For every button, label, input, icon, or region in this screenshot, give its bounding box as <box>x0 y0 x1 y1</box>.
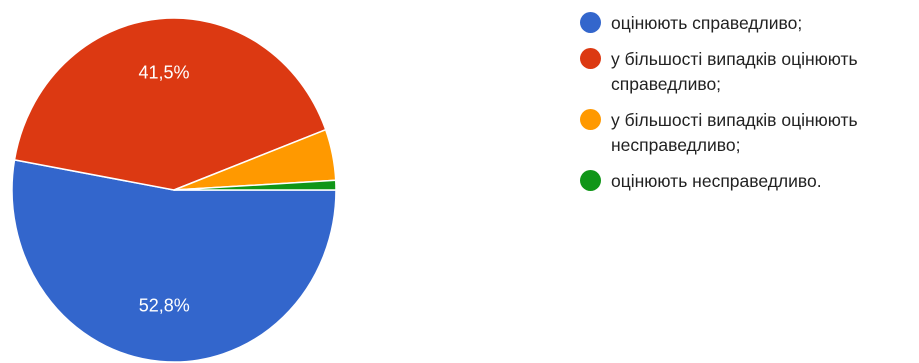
pie-slice <box>11 159 337 363</box>
legend-label: у більшості випадків оцінюють несправедл… <box>611 110 858 155</box>
legend-item: у більшості випадків оцінюють несправедл… <box>580 108 916 158</box>
pie-slice <box>173 179 337 191</box>
legend-label: у більшості випадків оцінюють справедлив… <box>611 49 858 94</box>
legend-swatch-icon <box>580 170 601 191</box>
legend-swatch-icon <box>580 109 601 130</box>
legend-label: оцінюють справедливо; <box>611 13 803 33</box>
pie-slice <box>13 17 327 191</box>
slice-data-label: 41,5% <box>138 62 189 82</box>
pie-chart-svg: 52,8% 41,5% <box>11 17 337 363</box>
slice-data-label: 52,8% <box>139 295 190 315</box>
legend-item: оцінюють справедливо; <box>580 11 916 36</box>
legend-label: оцінюють несправедливо. <box>611 171 822 191</box>
legend-item: оцінюють несправедливо. <box>580 169 916 194</box>
legend-swatch-icon <box>580 48 601 69</box>
legend: оцінюють справедливо; у більшості випадк… <box>580 11 916 205</box>
legend-swatch-icon <box>580 12 601 33</box>
legend-item: у більшості випадків оцінюють справедлив… <box>580 47 916 97</box>
